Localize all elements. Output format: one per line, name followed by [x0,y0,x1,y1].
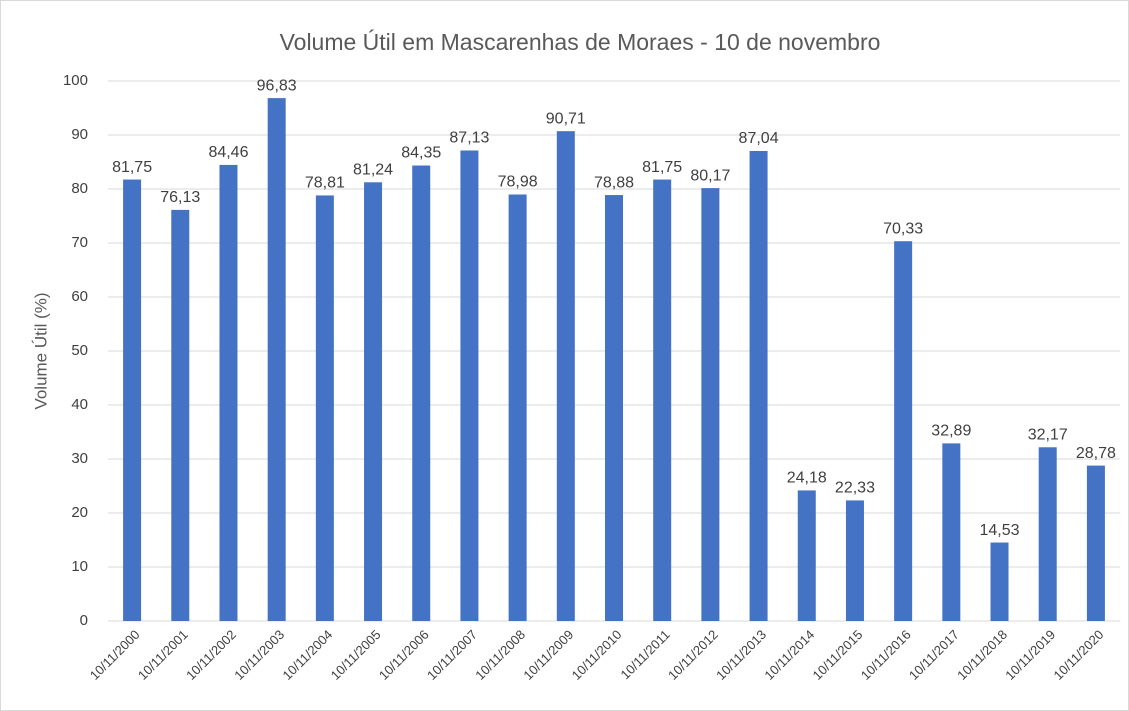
data-label: 32,89 [931,423,971,440]
bar [894,241,913,621]
bar [315,195,334,621]
bar [845,500,864,621]
data-label: 78,81 [305,175,345,192]
bar [942,443,961,621]
data-label: 80,17 [690,167,730,184]
data-label: 84,35 [401,145,441,162]
bar [556,131,575,621]
y-tick-label: 40 [71,396,88,413]
y-tick-label: 80 [71,180,88,197]
bar [1086,465,1105,621]
data-label: 87,13 [449,130,489,147]
bar [749,150,768,621]
chart-title: Volume Útil em Mascarenhas de Moraes - 1… [280,29,881,55]
data-label: 87,04 [739,130,779,147]
data-label: 90,71 [546,110,586,127]
y-tick-label: 100 [63,72,88,89]
bar [267,98,286,622]
y-tick-label: 0 [80,612,88,629]
y-tick-label: 60 [71,288,88,305]
bar [364,182,383,621]
data-label: 78,98 [498,174,538,191]
data-label: 24,18 [787,470,827,487]
y-tick-label: 50 [71,342,88,359]
data-label: 70,33 [883,220,923,237]
y-tick-label: 30 [71,450,88,467]
data-label: 84,46 [208,144,248,161]
bar [412,165,431,621]
y-tick-label: 20 [71,504,88,521]
y-tick-label: 90 [71,126,88,143]
data-label: 76,13 [160,189,200,206]
data-label: 32,17 [1028,427,1068,444]
y-tick-label: 10 [71,558,88,575]
bar [1038,447,1057,621]
data-label: 28,78 [1076,445,1116,462]
bar [605,195,623,621]
data-label: 81,75 [642,159,682,176]
data-label: 81,24 [353,162,393,179]
y-tick-label: 70 [71,234,88,251]
bar [460,150,479,622]
bar [508,194,527,621]
bar [990,542,1009,621]
bar [171,209,190,621]
data-label: 14,53 [980,522,1020,539]
bar [653,179,672,622]
bar [797,490,816,621]
data-label: 96,83 [257,77,297,94]
data-label: 81,75 [112,159,152,176]
y-axis-label: Volume Útil (%) [31,292,50,409]
bar [219,164,238,621]
bar [701,188,720,621]
bar [123,179,142,622]
data-label: 78,88 [594,174,634,191]
data-label: 22,33 [835,480,875,497]
